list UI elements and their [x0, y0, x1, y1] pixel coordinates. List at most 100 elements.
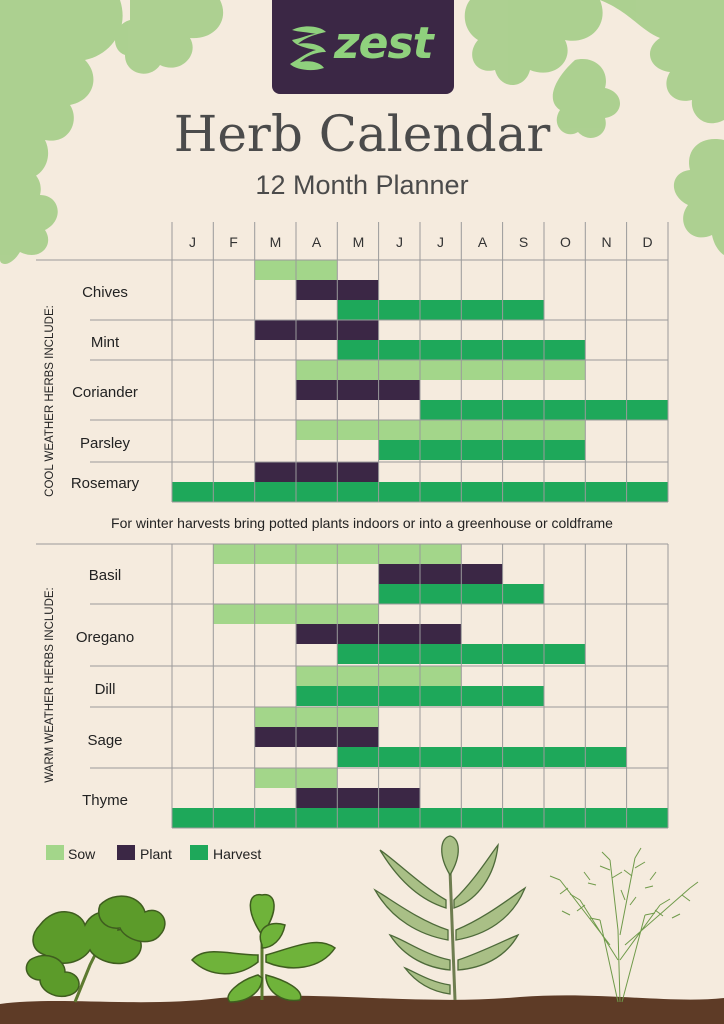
calendar-cell-harvest-thyme-m3 — [255, 808, 296, 828]
calendar-cell-sow-dill-m6 — [379, 666, 420, 686]
calendar-cell-harvest-basil-m8 — [461, 584, 502, 604]
calendar-cell-sow-basil-m5 — [337, 544, 378, 564]
calendar-cell-sow-coriander-m7 — [420, 360, 461, 380]
calendar-cell-harvest-dill-m7 — [420, 686, 461, 706]
calendar-cell-harvest-sage-m6 — [379, 747, 420, 767]
calendar-cell-harvest-sage-m7 — [420, 747, 461, 767]
calendar-cell-sow-oregano-m2 — [213, 604, 254, 624]
calendar-cell-sow-coriander-m5 — [337, 360, 378, 380]
calendar-cell-harvest-sage-m9 — [503, 747, 544, 767]
calendar-cell-harvest-oregano-m9 — [503, 644, 544, 664]
calendar-cell-harvest-rosemary-m7 — [420, 482, 461, 502]
calendar-cell-plant-mint-m3 — [255, 320, 296, 340]
calendar-cell-sow-sage-m5 — [337, 707, 378, 727]
legend-label-sow: Sow — [68, 846, 95, 862]
calendar-cell-plant-coriander-m4 — [296, 380, 337, 400]
calendar-cell-harvest-thyme-m2 — [213, 808, 254, 828]
calendar-cell-harvest-rosemary-m4 — [296, 482, 337, 502]
calendar-cell-sow-dill-m5 — [337, 666, 378, 686]
calendar-cell-harvest-rosemary-m5 — [337, 482, 378, 502]
calendar-cell-harvest-sage-m10 — [544, 747, 585, 767]
calendar-cell-harvest-basil-m9 — [503, 584, 544, 604]
calendar-cell-harvest-rosemary-m3 — [255, 482, 296, 502]
calendar-cell-harvest-mint-m7 — [420, 340, 461, 360]
calendar-cell-harvest-parsley-m7 — [420, 440, 461, 460]
calendar-cell-sow-parsley-m8 — [461, 420, 502, 440]
calendar-cell-harvest-coriander-m7 — [420, 400, 461, 420]
calendar-cell-sow-coriander-m6 — [379, 360, 420, 380]
calendar-cell-harvest-rosemary-m1 — [172, 482, 213, 502]
calendar-cell-sow-basil-m2 — [213, 544, 254, 564]
calendar-cell-sow-basil-m3 — [255, 544, 296, 564]
calendar-cell-harvest-oregano-m7 — [420, 644, 461, 664]
calendar-cell-plant-basil-m6 — [379, 564, 420, 584]
calendar-cell-harvest-rosemary-m9 — [503, 482, 544, 502]
calendar-cell-harvest-thyme-m1 — [172, 808, 213, 828]
calendar-cell-harvest-parsley-m6 — [379, 440, 420, 460]
calendar-cell-plant-oregano-m5 — [337, 624, 378, 644]
calendar-cell-sow-oregano-m5 — [337, 604, 378, 624]
calendar-cell-harvest-mint-m6 — [379, 340, 420, 360]
calendar-cell-sow-parsley-m10 — [544, 420, 585, 440]
calendar-cell-harvest-coriander-m8 — [461, 400, 502, 420]
calendar-cell-sow-coriander-m4 — [296, 360, 337, 380]
calendar-cell-harvest-thyme-m11 — [585, 808, 626, 828]
calendar-cell-sow-thyme-m4 — [296, 768, 337, 788]
calendar-cell-harvest-parsley-m10 — [544, 440, 585, 460]
calendar-cell-harvest-parsley-m8 — [461, 440, 502, 460]
calendar-cell-plant-basil-m8 — [461, 564, 502, 584]
calendar-cell-sow-dill-m4 — [296, 666, 337, 686]
calendar-cell-harvest-thyme-m9 — [503, 808, 544, 828]
calendar-cell-sow-chives-m3 — [255, 260, 296, 280]
calendar-cell-sow-coriander-m8 — [461, 360, 502, 380]
calendar-cell-harvest-oregano-m6 — [379, 644, 420, 664]
calendar-cell-harvest-mint-m5 — [337, 340, 378, 360]
calendar-cell-harvest-thyme-m6 — [379, 808, 420, 828]
calendar-cell-sow-parsley-m4 — [296, 420, 337, 440]
calendar-cell-sow-basil-m6 — [379, 544, 420, 564]
calendar-cell-harvest-rosemary-m11 — [585, 482, 626, 502]
legend-swatch-harvest — [190, 845, 208, 860]
calendar-cell-sow-oregano-m3 — [255, 604, 296, 624]
calendar-cell-plant-sage-m3 — [255, 727, 296, 747]
calendar-cell-harvest-chives-m6 — [379, 300, 420, 320]
calendar-cell-harvest-rosemary-m6 — [379, 482, 420, 502]
calendar-cell-sow-coriander-m10 — [544, 360, 585, 380]
calendar-cell-harvest-dill-m4 — [296, 686, 337, 706]
calendar-cell-plant-oregano-m7 — [420, 624, 461, 644]
calendar-cell-harvest-coriander-m10 — [544, 400, 585, 420]
calendar-cell-harvest-parsley-m9 — [503, 440, 544, 460]
calendar-cell-plant-oregano-m4 — [296, 624, 337, 644]
calendar-cell-sow-oregano-m4 — [296, 604, 337, 624]
calendar-cell-sow-parsley-m9 — [503, 420, 544, 440]
calendar-cell-harvest-coriander-m9 — [503, 400, 544, 420]
calendar-cell-plant-rosemary-m5 — [337, 462, 378, 482]
calendar-cell-plant-rosemary-m4 — [296, 462, 337, 482]
calendar-cell-harvest-rosemary-m2 — [213, 482, 254, 502]
calendar-cell-harvest-thyme-m7 — [420, 808, 461, 828]
calendar-cell-sow-sage-m4 — [296, 707, 337, 727]
calendar-cell-sow-basil-m7 — [420, 544, 461, 564]
calendar-cell-plant-coriander-m6 — [379, 380, 420, 400]
calendar-cell-plant-oregano-m6 — [379, 624, 420, 644]
calendar-cell-plant-sage-m4 — [296, 727, 337, 747]
calendar-cell-plant-thyme-m6 — [379, 788, 420, 808]
legend-swatch-plant — [117, 845, 135, 860]
calendar-cell-sow-coriander-m9 — [503, 360, 544, 380]
calendar-cell-plant-sage-m5 — [337, 727, 378, 747]
calendar-cell-harvest-sage-m11 — [585, 747, 626, 767]
legend-label-harvest: Harvest — [213, 846, 261, 862]
calendar-cell-harvest-mint-m9 — [503, 340, 544, 360]
calendar-cell-plant-chives-m4 — [296, 280, 337, 300]
calendar-cell-harvest-oregano-m5 — [337, 644, 378, 664]
calendar-cell-harvest-rosemary-m12 — [627, 482, 668, 502]
calendar-cell-harvest-sage-m5 — [337, 747, 378, 767]
calendar-cell-harvest-thyme-m8 — [461, 808, 502, 828]
calendar-cell-harvest-chives-m8 — [461, 300, 502, 320]
calendar-cell-harvest-coriander-m12 — [627, 400, 668, 420]
calendar-cell-harvest-thyme-m10 — [544, 808, 585, 828]
calendar-cell-plant-coriander-m5 — [337, 380, 378, 400]
calendar-cell-plant-chives-m5 — [337, 280, 378, 300]
calendar-cell-sow-sage-m3 — [255, 707, 296, 727]
